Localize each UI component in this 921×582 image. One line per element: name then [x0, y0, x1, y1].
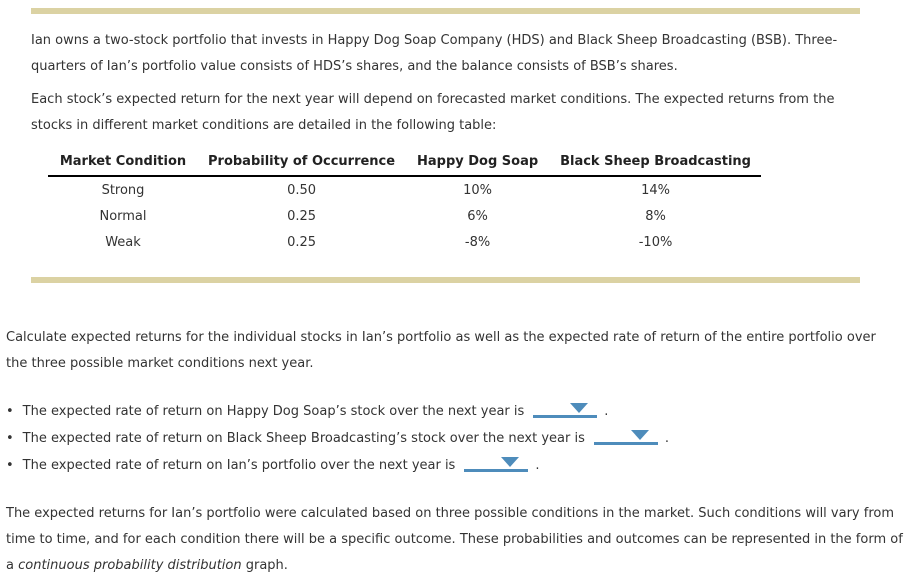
table-header-row: Market Condition Probability of Occurren…	[48, 151, 761, 177]
intro-paragraph-1: Ian owns a two-stock portfolio that inve…	[31, 33, 838, 74]
prompt-paragraph: Calculate expected returns for the indiv…	[6, 330, 876, 371]
bullet-suffix: .	[535, 458, 540, 473]
list-item-portfolio-return: • The expected rate of return on Ian’s po…	[6, 452, 891, 479]
cell-bsb-return: 14%	[641, 182, 670, 198]
bullet-text: The expected rate of return on Ian’s por…	[22, 458, 456, 473]
header-market-condition: Market Condition	[48, 151, 198, 177]
bullet-icon: •	[6, 458, 14, 473]
cell-condition: Weak	[105, 234, 141, 250]
bullet-suffix: .	[664, 431, 669, 446]
cell-probability: 0.50	[287, 182, 317, 198]
cell-bsb-return: -10%	[638, 234, 673, 250]
section-divider	[31, 277, 860, 283]
header-happy-dog-soap: Happy Dog Soap	[405, 151, 551, 177]
cell-hds-return: -8%	[464, 234, 491, 250]
bullet-text: The expected rate of return on Happy Dog…	[22, 404, 525, 419]
closing-paragraph: The expected returns for Ian’s portfolio…	[6, 501, 909, 579]
table-row: Strong 0.50 10% 14%	[48, 176, 761, 203]
cell-bsb-return: 8%	[645, 208, 666, 224]
dropdown-arrow-icon	[570, 403, 589, 413]
cell-probability: 0.25	[287, 234, 317, 250]
dropdown-arrow-icon	[630, 430, 649, 440]
cell-hds-return: 10%	[463, 182, 493, 198]
bullet-text: The expected rate of return on Black She…	[22, 431, 585, 446]
header-probability: Probability of Occurrence	[198, 151, 406, 177]
bullet-icon: •	[6, 431, 14, 446]
bsb-return-dropdown[interactable]	[593, 427, 658, 445]
cell-condition: Normal	[99, 208, 147, 224]
closing-text-end: graph.	[241, 558, 288, 573]
top-divider	[31, 8, 860, 14]
closing-text-start: The expected returns for Ian’s portfolio…	[6, 506, 903, 573]
table-row: Normal 0.25 6% 8%	[48, 203, 761, 229]
bullet-suffix: .	[604, 404, 609, 419]
list-item-bsb-return: • The expected rate of return on Black Sh…	[6, 425, 891, 452]
answer-list: • The expected rate of return on Happy Do…	[6, 398, 891, 479]
market-conditions-table: Market Condition Probability of Occurren…	[48, 151, 761, 255]
cell-hds-return: 6%	[467, 208, 488, 224]
table-row: Weak 0.25 -8% -10%	[48, 229, 761, 255]
bullet-icon: •	[6, 404, 14, 419]
intro-paragraph-2: Each stock’s expected return for the nex…	[31, 92, 835, 133]
hds-return-dropdown[interactable]	[533, 400, 598, 418]
cell-probability: 0.25	[287, 208, 317, 224]
header-black-sheep-broadcasting: Black Sheep Broadcasting	[550, 151, 761, 177]
dropdown-arrow-icon	[501, 457, 520, 467]
closing-text-italic: continuous probability distribution	[18, 558, 242, 573]
portfolio-return-dropdown[interactable]	[464, 454, 529, 472]
cell-condition: Strong	[101, 182, 145, 198]
list-item-hds-return: • The expected rate of return on Happy Do…	[6, 398, 891, 425]
